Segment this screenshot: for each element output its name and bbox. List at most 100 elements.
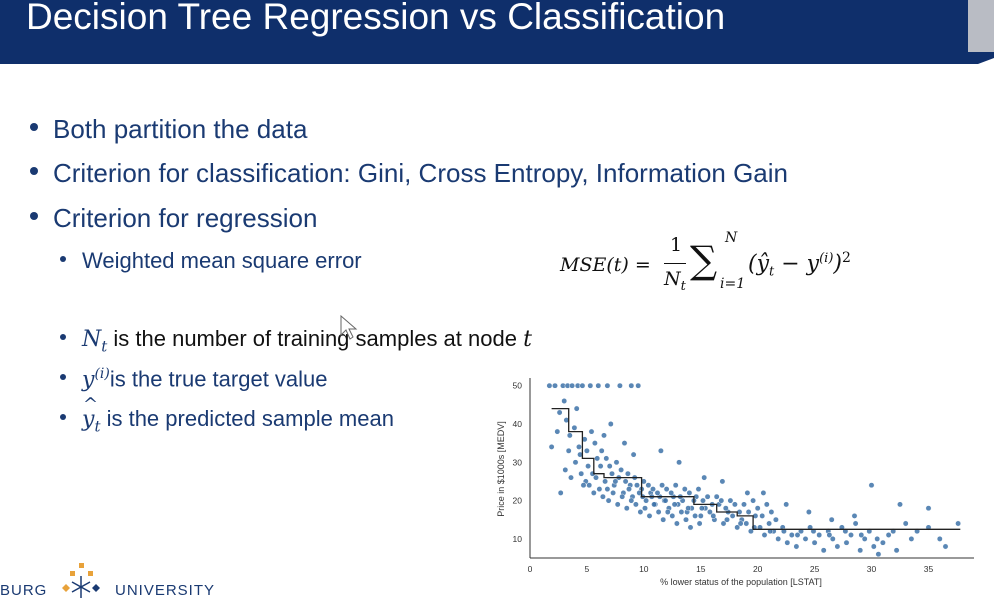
data-point bbox=[634, 482, 640, 489]
data-point bbox=[655, 509, 662, 515]
data-point bbox=[643, 497, 650, 504]
data-point bbox=[673, 520, 680, 527]
data-point bbox=[605, 497, 612, 504]
data-point bbox=[852, 520, 859, 527]
data-point bbox=[676, 459, 683, 466]
data-point bbox=[668, 489, 675, 496]
data-point bbox=[587, 382, 594, 389]
data-point bbox=[701, 474, 708, 481]
data-point bbox=[623, 505, 630, 512]
data-point bbox=[669, 512, 676, 519]
bullet-dot bbox=[60, 256, 66, 262]
data-point bbox=[697, 512, 704, 519]
data-point bbox=[578, 470, 585, 477]
data-point bbox=[897, 501, 903, 508]
data-point bbox=[713, 493, 720, 500]
data-point bbox=[861, 535, 868, 542]
data-point bbox=[908, 535, 915, 542]
data-point bbox=[659, 482, 666, 489]
data-point bbox=[811, 539, 818, 546]
data-point bbox=[622, 478, 629, 485]
data-point bbox=[805, 509, 812, 515]
data-point bbox=[720, 520, 727, 527]
data-point bbox=[619, 493, 626, 500]
data-point bbox=[630, 451, 637, 458]
data-point bbox=[562, 466, 569, 473]
y-tick-label: 20 bbox=[513, 496, 523, 506]
y-tick-label: 40 bbox=[513, 419, 523, 429]
data-point bbox=[851, 512, 858, 519]
fraction-bar bbox=[664, 263, 686, 264]
data-point bbox=[698, 505, 705, 512]
data-point bbox=[692, 512, 699, 519]
bullet-dot bbox=[60, 334, 66, 340]
data-point bbox=[857, 547, 864, 554]
bullet-dot bbox=[30, 212, 38, 220]
data-point bbox=[816, 532, 823, 538]
data-point bbox=[902, 520, 909, 527]
data-point bbox=[594, 455, 601, 462]
data-point bbox=[802, 535, 809, 542]
data-point bbox=[607, 421, 614, 427]
data-point bbox=[599, 493, 606, 500]
data-point bbox=[868, 482, 875, 489]
data-point bbox=[724, 516, 730, 523]
data-point bbox=[710, 512, 717, 519]
data-point bbox=[632, 501, 639, 508]
x-tick-label: 15 bbox=[696, 564, 706, 574]
y-tick-label: 50 bbox=[513, 381, 523, 391]
data-point bbox=[546, 382, 553, 389]
data-point bbox=[612, 478, 619, 485]
data-point bbox=[642, 505, 648, 512]
data-point bbox=[571, 424, 578, 431]
data-point bbox=[573, 405, 580, 412]
data-point bbox=[566, 432, 573, 439]
data-point bbox=[885, 532, 892, 538]
data-point bbox=[829, 535, 836, 542]
data-point bbox=[596, 486, 603, 493]
data-point bbox=[651, 501, 658, 508]
data-point bbox=[580, 482, 587, 489]
data-point bbox=[747, 528, 754, 535]
data-point bbox=[601, 432, 607, 439]
header-background bbox=[0, 0, 994, 64]
data-points bbox=[546, 382, 962, 558]
data-point bbox=[628, 497, 635, 504]
chart-svg: 0 5 10 15 20 25 30 35 10 20 30 40 50 % lower status … bbox=[496, 378, 974, 587]
data-point bbox=[750, 497, 757, 504]
data-point bbox=[662, 497, 669, 504]
mouse-cursor-icon bbox=[340, 315, 358, 340]
data-point bbox=[727, 497, 734, 504]
data-point bbox=[718, 497, 725, 504]
data-point bbox=[595, 382, 602, 389]
data-point bbox=[834, 543, 841, 550]
x-axis-label: % lower status of the population [LSTAT] bbox=[660, 577, 822, 587]
bullet-dot bbox=[60, 374, 66, 380]
data-point bbox=[603, 455, 610, 462]
data-point bbox=[646, 512, 653, 519]
data-point bbox=[586, 482, 593, 489]
data-point bbox=[650, 486, 656, 493]
data-point bbox=[672, 482, 679, 489]
hat-accent: ^ bbox=[83, 394, 99, 415]
data-point bbox=[743, 520, 750, 527]
data-point bbox=[613, 459, 620, 466]
data-point bbox=[706, 509, 713, 515]
x-tick-label: 0 bbox=[528, 564, 533, 574]
data-point bbox=[820, 547, 827, 554]
data-point bbox=[663, 486, 670, 493]
y-axis-label: Price in $1000s [MEDV] bbox=[496, 421, 506, 517]
data-point bbox=[874, 535, 881, 542]
x-tick-label: 10 bbox=[639, 564, 649, 574]
logo-text-left: BURG bbox=[0, 582, 48, 599]
data-point bbox=[704, 493, 711, 500]
data-point bbox=[569, 382, 576, 389]
data-point bbox=[719, 478, 726, 485]
data-point bbox=[561, 398, 568, 404]
data-point bbox=[741, 501, 747, 508]
data-point bbox=[722, 505, 729, 512]
data-point bbox=[604, 382, 611, 389]
data-point bbox=[635, 382, 642, 389]
axis-ticks: 0 5 10 15 20 25 30 35 10 20 30 40 50 bbox=[513, 381, 934, 574]
data-point bbox=[572, 459, 579, 466]
